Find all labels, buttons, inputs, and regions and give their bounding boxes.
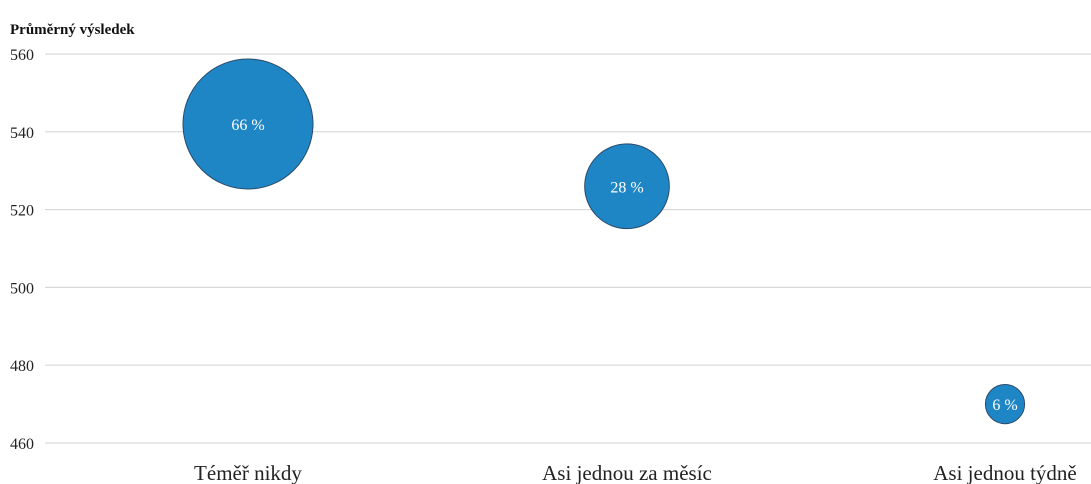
- bubble-point: [182, 58, 314, 190]
- bubble-data-label: 28 %: [610, 179, 643, 196]
- y-tick-labels: 560 540 520 500 480 460: [10, 47, 34, 453]
- x-category-label: Asi jednou za měsíc: [542, 461, 712, 484]
- x-category-label: Asi jednou týdně: [933, 461, 1076, 484]
- y-tick-label: 480: [10, 358, 34, 375]
- y-tick-label: 560: [10, 47, 34, 64]
- bubble-data-label: 66 %: [231, 117, 264, 134]
- y-tick-label: 500: [10, 280, 34, 297]
- bubble-point: [584, 143, 670, 230]
- y-tick-label: 540: [10, 125, 34, 142]
- y-tick-label: 460: [10, 436, 34, 453]
- y-tick-label: 520: [10, 203, 34, 220]
- x-category-labels: Téměř nikdy Asi jednou za měsíc Asi jednou…: [194, 461, 1077, 484]
- bubble-point: [984, 384, 1026, 425]
- bubble-data-label: 6 %: [992, 397, 1017, 414]
- bubble-layer: 66 % 28 % 6 %: [182, 58, 1026, 425]
- y-axis-title: Průměrný výsledek: [10, 22, 135, 38]
- x-category-label: Téměř nikdy: [194, 461, 302, 484]
